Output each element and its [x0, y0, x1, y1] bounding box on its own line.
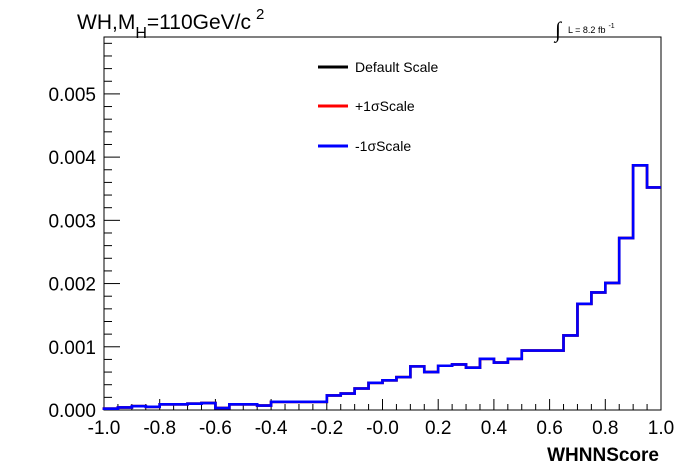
x-tick-label: -0.4: [255, 418, 288, 439]
y-tick-label: 0.003: [48, 211, 96, 232]
x-tick-label: -1.0: [88, 418, 121, 439]
title-main: WH,M: [77, 11, 135, 34]
legend-label-default-scale: Default Scale: [355, 59, 438, 75]
x-tick-label: -0.8: [143, 418, 176, 439]
series-1-scale: [102, 164, 661, 411]
x-tick-label: -0.0: [366, 418, 399, 439]
lumi-label: L = 8.2 fb -1: [568, 23, 615, 35]
x-tick-label: 0.6: [536, 418, 562, 439]
x-tick-label: -0.6: [199, 418, 232, 439]
y-tick-label: 0.000: [48, 401, 96, 422]
legend-label-minus-one-sigma: -1σScale: [355, 138, 411, 154]
y-tick-label: 0.004: [48, 148, 96, 169]
x-tick-label: 0.2: [425, 418, 451, 439]
chart-title: WH,MH=110GeV/c 2: [77, 6, 264, 42]
x-tick-label: 0.4: [481, 418, 508, 439]
y-tick-label: 0.001: [48, 338, 96, 359]
legend-label-plus-one-sigma: +1σScale: [355, 98, 415, 114]
title-rest: =110GeV/c: [147, 11, 251, 34]
lumi-integral-sign: ∫: [553, 17, 563, 43]
x-tick-label: 1.0: [648, 418, 674, 439]
title-subscript: H: [135, 25, 147, 42]
axes: -1.0 -0.8 -0.6 -0.4 -0.2 -0.0 0.2 0.4 0.6 0.8 1.0 0…: [48, 42, 674, 439]
y-tick-label: 0.005: [48, 85, 96, 106]
x-tick-label: 0.8: [592, 418, 618, 439]
legend: Default Scale +1σScale -1σScale: [318, 59, 438, 154]
histogram-series: [102, 164, 661, 411]
lumi-text: L = 8.2 fb: [568, 25, 605, 35]
lumi-superscript: -1: [608, 23, 614, 30]
x-axis-title: WHNNScore: [547, 445, 659, 466]
x-tick-label: -0.2: [310, 418, 343, 439]
title-superscript: 2: [256, 6, 264, 23]
y-tick-label: 0.002: [48, 275, 96, 296]
